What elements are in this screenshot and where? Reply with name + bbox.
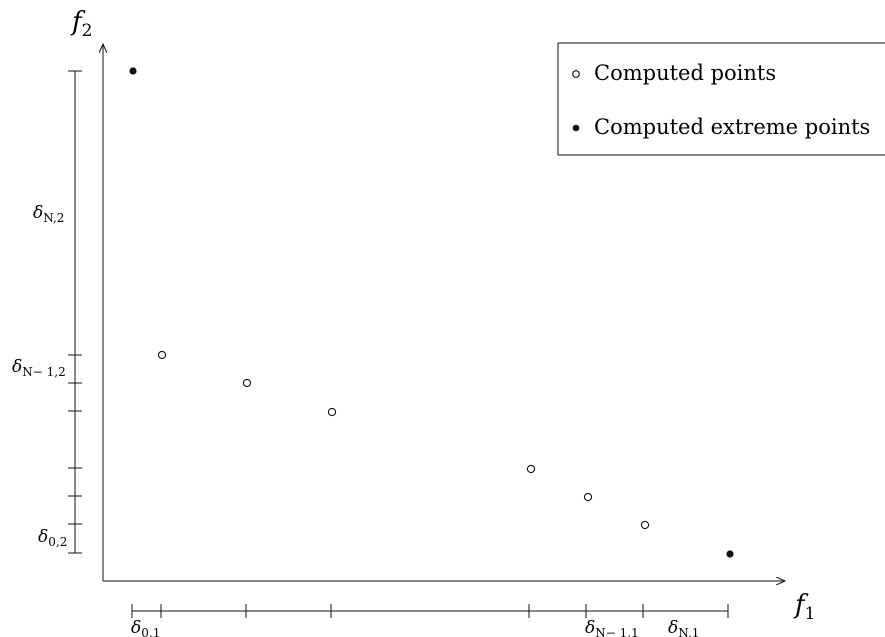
computed-point-5: [583, 492, 593, 502]
y-delta-0: δ0,2: [38, 527, 67, 549]
extreme-point-bottom: [726, 550, 734, 558]
y-interval-scale: [68, 70, 82, 554]
legend-extreme-marker: [572, 124, 580, 132]
computed-point-2: [242, 378, 252, 388]
x-delta-n: δN,1: [668, 618, 699, 637]
legend: Computed points Computed extreme points: [557, 42, 885, 156]
y-delta-n-minus-1: δN− 1,2: [12, 357, 66, 379]
x-interval-scale: [131, 604, 729, 618]
y-delta-n: δN,2: [33, 203, 64, 225]
legend-computed-label: Computed points: [594, 61, 776, 85]
computed-point-4: [526, 464, 536, 474]
x-axis-label: f1: [793, 590, 815, 624]
y-axis-label: f2: [70, 7, 92, 41]
computed-point-3: [327, 407, 337, 417]
points-group: [129, 67, 734, 558]
computed-point-1: [157, 350, 167, 360]
extreme-point-top: [129, 67, 137, 75]
legend-computed-marker: [572, 70, 580, 78]
x-delta-0: δ0,1: [131, 618, 160, 637]
x-delta-n-minus-1: δN− 1,1: [585, 618, 639, 637]
legend-extreme-label: Computed extreme points: [594, 115, 870, 139]
legend-box: [557, 42, 885, 156]
computed-point-6: [640, 520, 650, 530]
